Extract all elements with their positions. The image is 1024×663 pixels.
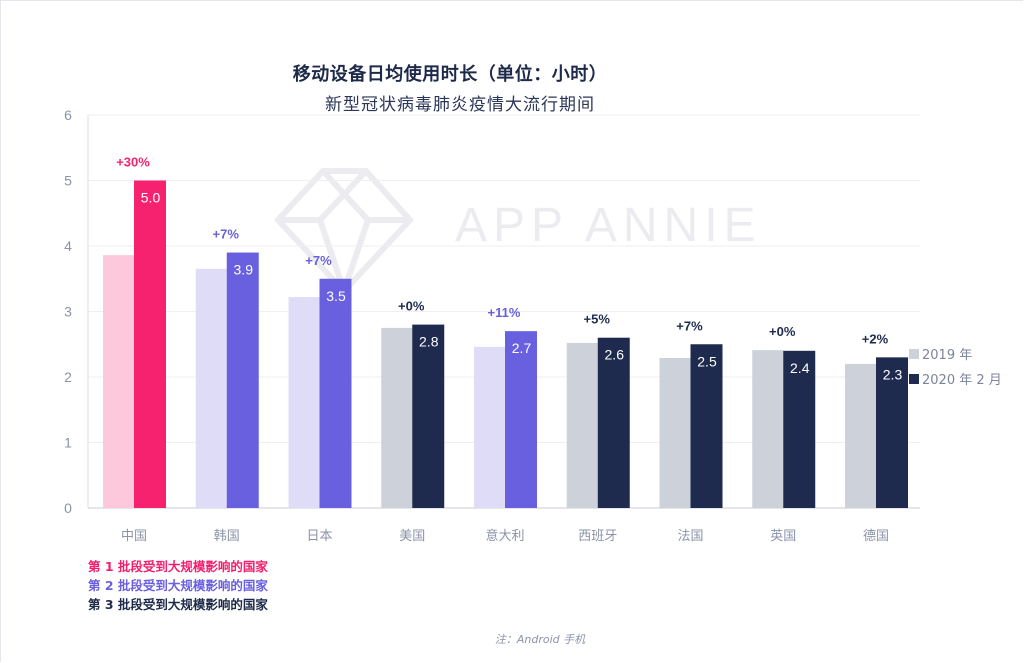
- change-percent-label: +0%: [398, 299, 425, 314]
- chart-subtitle: 新型冠状病毒肺炎疫情大流行期间: [325, 95, 595, 115]
- change-percent-label: +7%: [213, 227, 240, 242]
- bars: [103, 180, 908, 508]
- x-tick-label: 法国: [677, 529, 703, 544]
- y-tick-label: 4: [64, 238, 72, 254]
- x-tick-label: 德国: [863, 529, 889, 544]
- legend-label: 2019 年: [922, 348, 972, 363]
- change-percent-label: +7%: [305, 253, 332, 268]
- y-tick-label: 5: [64, 173, 72, 189]
- y-tick-label: 2: [64, 369, 72, 385]
- x-tick-label: 中国: [121, 529, 147, 544]
- bar-2020: [412, 324, 445, 508]
- bar-value-label: 2.6: [605, 347, 625, 363]
- bar-2020: [134, 180, 166, 508]
- bar-value-label: 2.3: [883, 366, 903, 382]
- x-tick-label: 西班牙: [578, 529, 617, 544]
- bar-2020: [597, 337, 630, 508]
- x-tick-label: 韩国: [214, 529, 240, 544]
- app-annie-watermark: APP ANNIE: [273, 168, 762, 301]
- data-labels: 5.0 +30% 3.9 +7% 3.5 +7% 2.8 +0% 2.7 +11% 2.6 +5% 2.…: [116, 155, 902, 383]
- x-tick-label: 日本: [306, 529, 332, 544]
- bar-value-label: 3.5: [326, 288, 346, 304]
- batch-3-label: 第 3 批段受到大规模影响的国家: [88, 597, 268, 612]
- x-tick-label: 意大利: [485, 528, 524, 544]
- bar-value-label: 3.9: [234, 262, 254, 278]
- bar-value-label: 2.4: [790, 360, 810, 376]
- bar-2019: [195, 268, 227, 508]
- footnote: 注：Android 手机: [494, 633, 586, 646]
- bar-2020: [226, 252, 259, 508]
- x-axis-labels: 中国 韩国 日本 美国 意大利 西班牙 法国 英国 德国: [121, 528, 889, 544]
- bar-2020: [690, 344, 723, 508]
- legend-swatch: [909, 374, 919, 384]
- y-tick-label: 1: [64, 435, 72, 451]
- watermark-text: APP ANNIE: [455, 199, 762, 252]
- y-tick-label: 6: [64, 107, 72, 123]
- bar-2019: [659, 358, 691, 508]
- y-axis-labels: 0 1 2 3 4 5 6: [64, 107, 72, 516]
- chart-title: 移动设备日均使用时长（单位：小时）: [292, 64, 608, 85]
- change-percent-label: +11%: [488, 305, 521, 320]
- x-tick-label: 英国: [770, 529, 796, 544]
- change-percent-label: +30%: [116, 155, 150, 170]
- bar-2019: [474, 346, 505, 508]
- legend-swatch: [909, 349, 919, 359]
- bar-2020: [505, 331, 537, 508]
- legend: 2019 年 2020 年 2 月: [909, 348, 1002, 388]
- change-percent-label: +2%: [862, 331, 889, 346]
- bar-2019: [752, 350, 784, 508]
- bar-2020: [876, 357, 908, 508]
- bar-value-label: 2.8: [419, 334, 439, 350]
- bar-2019: [566, 342, 598, 508]
- legend-label: 2020 年 2 月: [922, 373, 1002, 388]
- change-percent-label: +5%: [584, 312, 611, 327]
- diamond-icon: [273, 168, 415, 301]
- bar-value-label: 2.7: [512, 340, 532, 356]
- batch-1-label: 第 1 批段受到大规模影响的国家: [88, 559, 268, 574]
- bar-2020: [319, 278, 352, 508]
- change-percent-label: +0%: [769, 324, 796, 339]
- x-tick-label: 美国: [399, 529, 425, 544]
- bar-value-label: 2.5: [697, 353, 717, 369]
- bar-value-label: 5.0: [141, 190, 161, 206]
- bar-2019: [288, 297, 320, 508]
- y-tick-label: 0: [64, 500, 72, 516]
- batch-2-label: 第 2 批段受到大规模影响的国家: [88, 578, 268, 593]
- y-tick-label: 3: [64, 304, 72, 320]
- bar-2019: [381, 327, 413, 508]
- bar-2019: [103, 255, 134, 508]
- bar-2020: [783, 350, 816, 508]
- bar-2019: [845, 363, 876, 508]
- change-percent-label: +7%: [676, 318, 703, 333]
